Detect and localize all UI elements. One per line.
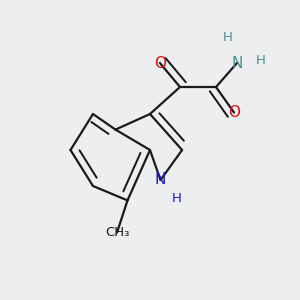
Text: H: H	[172, 191, 182, 205]
Text: CH₃: CH₃	[105, 226, 129, 239]
Text: N: N	[155, 172, 166, 188]
Text: O: O	[154, 56, 166, 70]
Text: O: O	[228, 105, 240, 120]
Text: N: N	[231, 56, 243, 70]
Text: H: H	[223, 31, 233, 44]
Text: H: H	[256, 53, 266, 67]
